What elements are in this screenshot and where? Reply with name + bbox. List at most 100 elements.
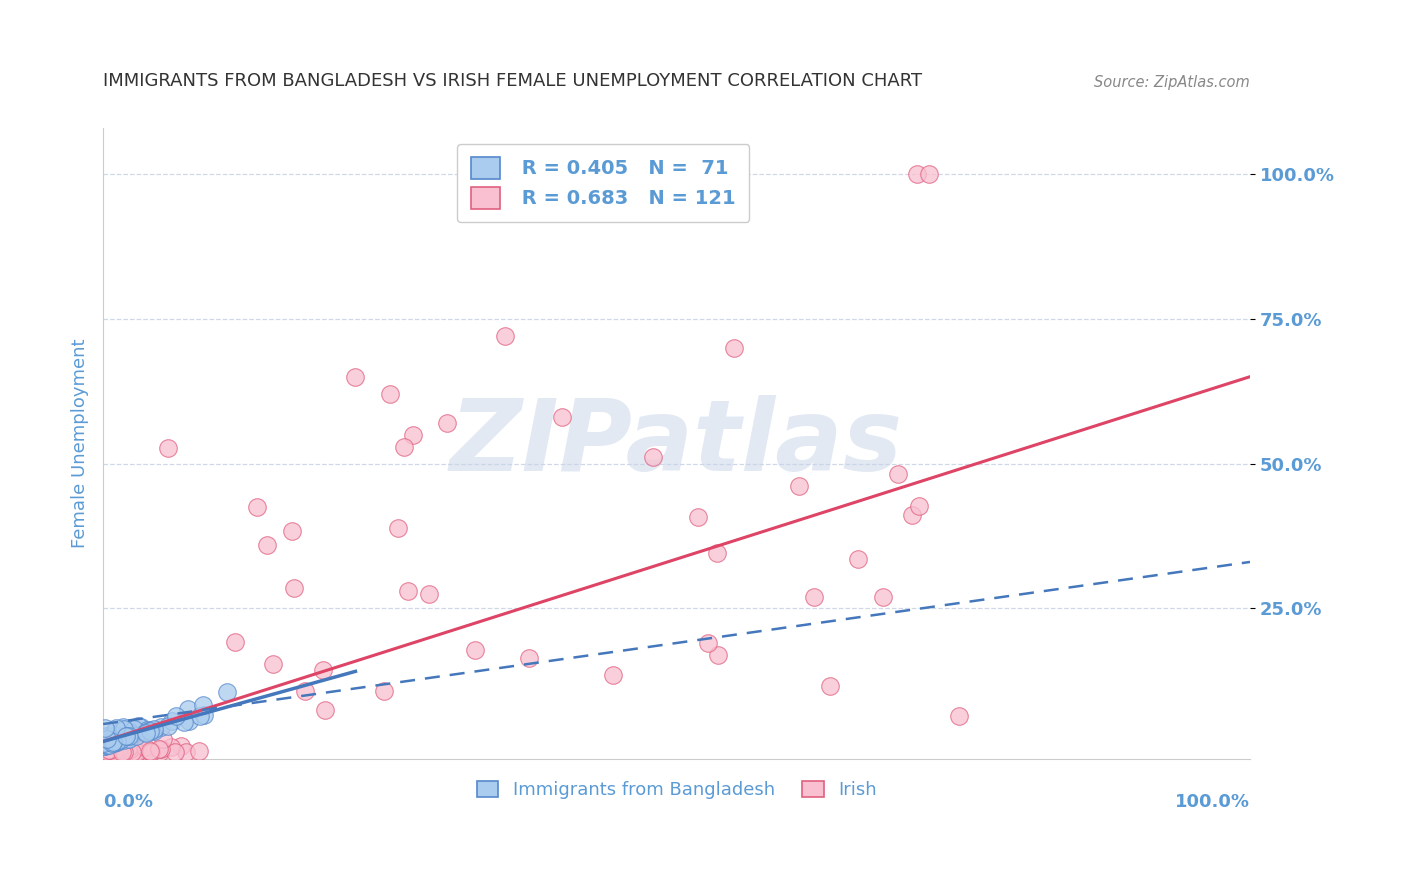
Point <box>96 744 118 758</box>
Point <box>97 736 120 750</box>
Point <box>149 742 172 756</box>
Point <box>173 714 195 729</box>
Point <box>94 741 117 756</box>
Point <box>101 744 124 758</box>
Point <box>643 450 665 465</box>
Point <box>114 729 136 743</box>
Text: Source: ZipAtlas.com: Source: ZipAtlas.com <box>1094 75 1250 90</box>
Point <box>93 739 115 754</box>
Point <box>94 729 117 743</box>
Point <box>93 737 115 751</box>
Point <box>98 742 121 756</box>
Point <box>707 648 730 662</box>
Point <box>163 746 186 760</box>
Point <box>887 467 910 482</box>
Point <box>394 440 416 454</box>
Point <box>94 746 117 760</box>
Point <box>120 735 142 749</box>
Point <box>169 739 191 754</box>
Point <box>97 745 120 759</box>
Point <box>314 703 336 717</box>
Point <box>120 725 142 739</box>
Point <box>387 521 409 535</box>
Point <box>101 745 124 759</box>
Point <box>93 734 115 748</box>
Point <box>118 725 141 739</box>
Point <box>696 636 718 650</box>
Point <box>97 731 120 745</box>
Y-axis label: Female Unemployment: Female Unemployment <box>72 338 89 548</box>
Point <box>136 723 159 737</box>
Point <box>103 742 125 756</box>
Text: IMMIGRANTS FROM BANGLADESH VS IRISH FEMALE UNEMPLOYMENT CORRELATION CHART: IMMIGRANTS FROM BANGLADESH VS IRISH FEMA… <box>103 72 922 90</box>
Point <box>111 720 134 734</box>
Point <box>93 745 115 759</box>
Point <box>100 727 122 741</box>
Point <box>98 736 121 750</box>
Point <box>396 584 419 599</box>
Point <box>104 721 127 735</box>
Point <box>96 732 118 747</box>
Point <box>118 739 141 754</box>
Point <box>94 739 117 753</box>
Point <box>918 167 941 181</box>
Point <box>93 738 115 752</box>
Point <box>142 723 165 737</box>
Point <box>436 416 458 430</box>
Point <box>373 684 395 698</box>
Point <box>98 742 121 756</box>
Point <box>94 746 117 760</box>
Point <box>115 730 138 744</box>
Point <box>723 341 745 355</box>
Point <box>907 167 929 181</box>
Point <box>111 746 134 760</box>
Point <box>143 724 166 739</box>
Point <box>101 736 124 750</box>
Point <box>188 744 211 758</box>
Point <box>127 719 149 733</box>
Point <box>177 702 200 716</box>
Point <box>193 707 215 722</box>
Point <box>165 709 187 723</box>
Point <box>101 735 124 749</box>
Point <box>160 740 183 755</box>
Point <box>108 740 131 755</box>
Point <box>686 510 709 524</box>
Point <box>948 709 970 723</box>
Point <box>118 742 141 756</box>
Point <box>103 731 125 746</box>
Point <box>152 732 174 747</box>
Point <box>111 739 134 754</box>
Point <box>111 745 134 759</box>
Point <box>179 714 201 728</box>
Point <box>98 740 121 755</box>
Point <box>157 441 180 455</box>
Point <box>101 732 124 747</box>
Point <box>256 538 278 552</box>
Point <box>135 725 157 739</box>
Point <box>96 745 118 759</box>
Point <box>418 587 440 601</box>
Point <box>193 698 215 712</box>
Point <box>100 741 122 756</box>
Point <box>94 736 117 750</box>
Point <box>103 738 125 752</box>
Point <box>294 683 316 698</box>
Point <box>138 723 160 738</box>
Point <box>93 736 115 750</box>
Point <box>803 590 825 604</box>
Point <box>125 730 148 744</box>
Point <box>149 720 172 734</box>
Point <box>103 745 125 759</box>
Point <box>112 722 135 736</box>
Point <box>101 745 124 759</box>
Point <box>174 745 197 759</box>
Point <box>121 745 143 759</box>
Point <box>103 733 125 747</box>
Point <box>107 744 129 758</box>
Point <box>127 744 149 758</box>
Point <box>787 479 810 493</box>
Point <box>104 746 127 760</box>
Point <box>148 742 170 756</box>
Point <box>124 722 146 736</box>
